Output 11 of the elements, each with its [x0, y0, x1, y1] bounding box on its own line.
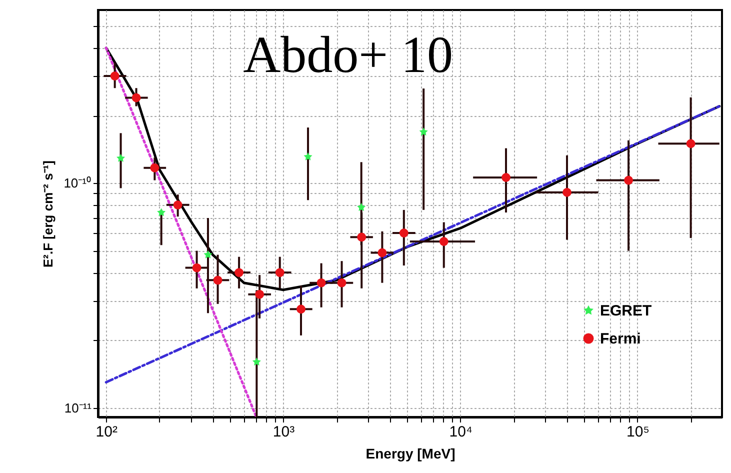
legend-label: Fermi — [600, 330, 641, 348]
x-axis-title: Energy [MeV] — [366, 446, 456, 462]
y-axis-title: E².F [erg cm⁻² s⁻¹] — [40, 160, 56, 268]
y-tick-label: 10⁻¹⁰ — [64, 176, 92, 191]
annotation: Abdo+ 10 — [243, 27, 453, 84]
legend-label: EGRET — [600, 302, 652, 320]
x-tick-label: 10² — [96, 424, 118, 440]
x-tick-label: 10⁴ — [449, 424, 472, 440]
x-tick-label: 10³ — [272, 424, 295, 440]
y-tick-label: 10⁻¹¹ — [64, 400, 92, 416]
x-tick-label: 10⁵ — [626, 424, 650, 440]
